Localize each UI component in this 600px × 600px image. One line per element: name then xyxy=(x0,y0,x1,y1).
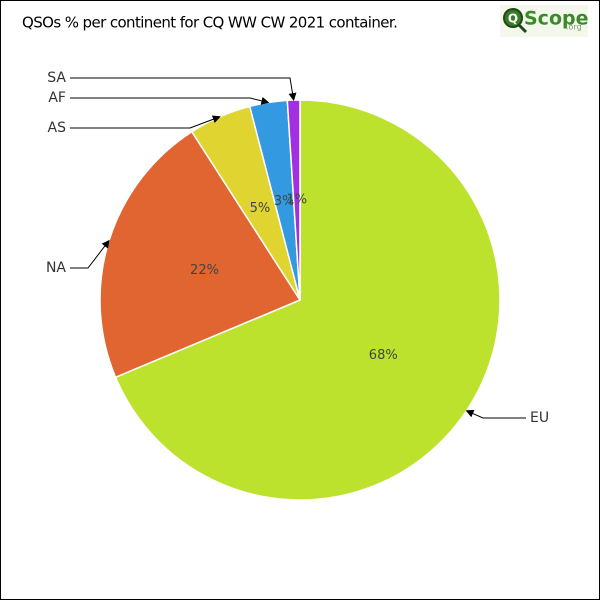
category-label: NA xyxy=(46,260,66,276)
callout-line xyxy=(70,115,221,129)
logo-handle xyxy=(517,23,528,34)
category-label: EU xyxy=(530,410,549,426)
slice-label: 22% xyxy=(190,263,219,278)
logo-mark: Q xyxy=(508,12,518,26)
slice-label: 1% xyxy=(287,193,308,208)
logo: Q Scope .org xyxy=(500,5,589,37)
category-label: SA xyxy=(47,70,66,86)
category-label: AS xyxy=(48,120,67,136)
slice-label: 5% xyxy=(250,201,271,216)
category-label: AF xyxy=(48,90,66,106)
logo-name: Scope xyxy=(524,8,589,30)
callout-line xyxy=(70,96,270,105)
slice-label: 3% xyxy=(274,194,295,209)
slice-label: 68% xyxy=(369,348,398,363)
logo-icon xyxy=(503,8,523,28)
callout-line xyxy=(70,77,297,102)
logo-suffix: .org xyxy=(566,23,582,32)
callout-line xyxy=(465,409,526,419)
callout-line xyxy=(70,239,110,269)
chart-title: QSOs % per continent for CQ WW CW 2021 c… xyxy=(22,14,397,32)
